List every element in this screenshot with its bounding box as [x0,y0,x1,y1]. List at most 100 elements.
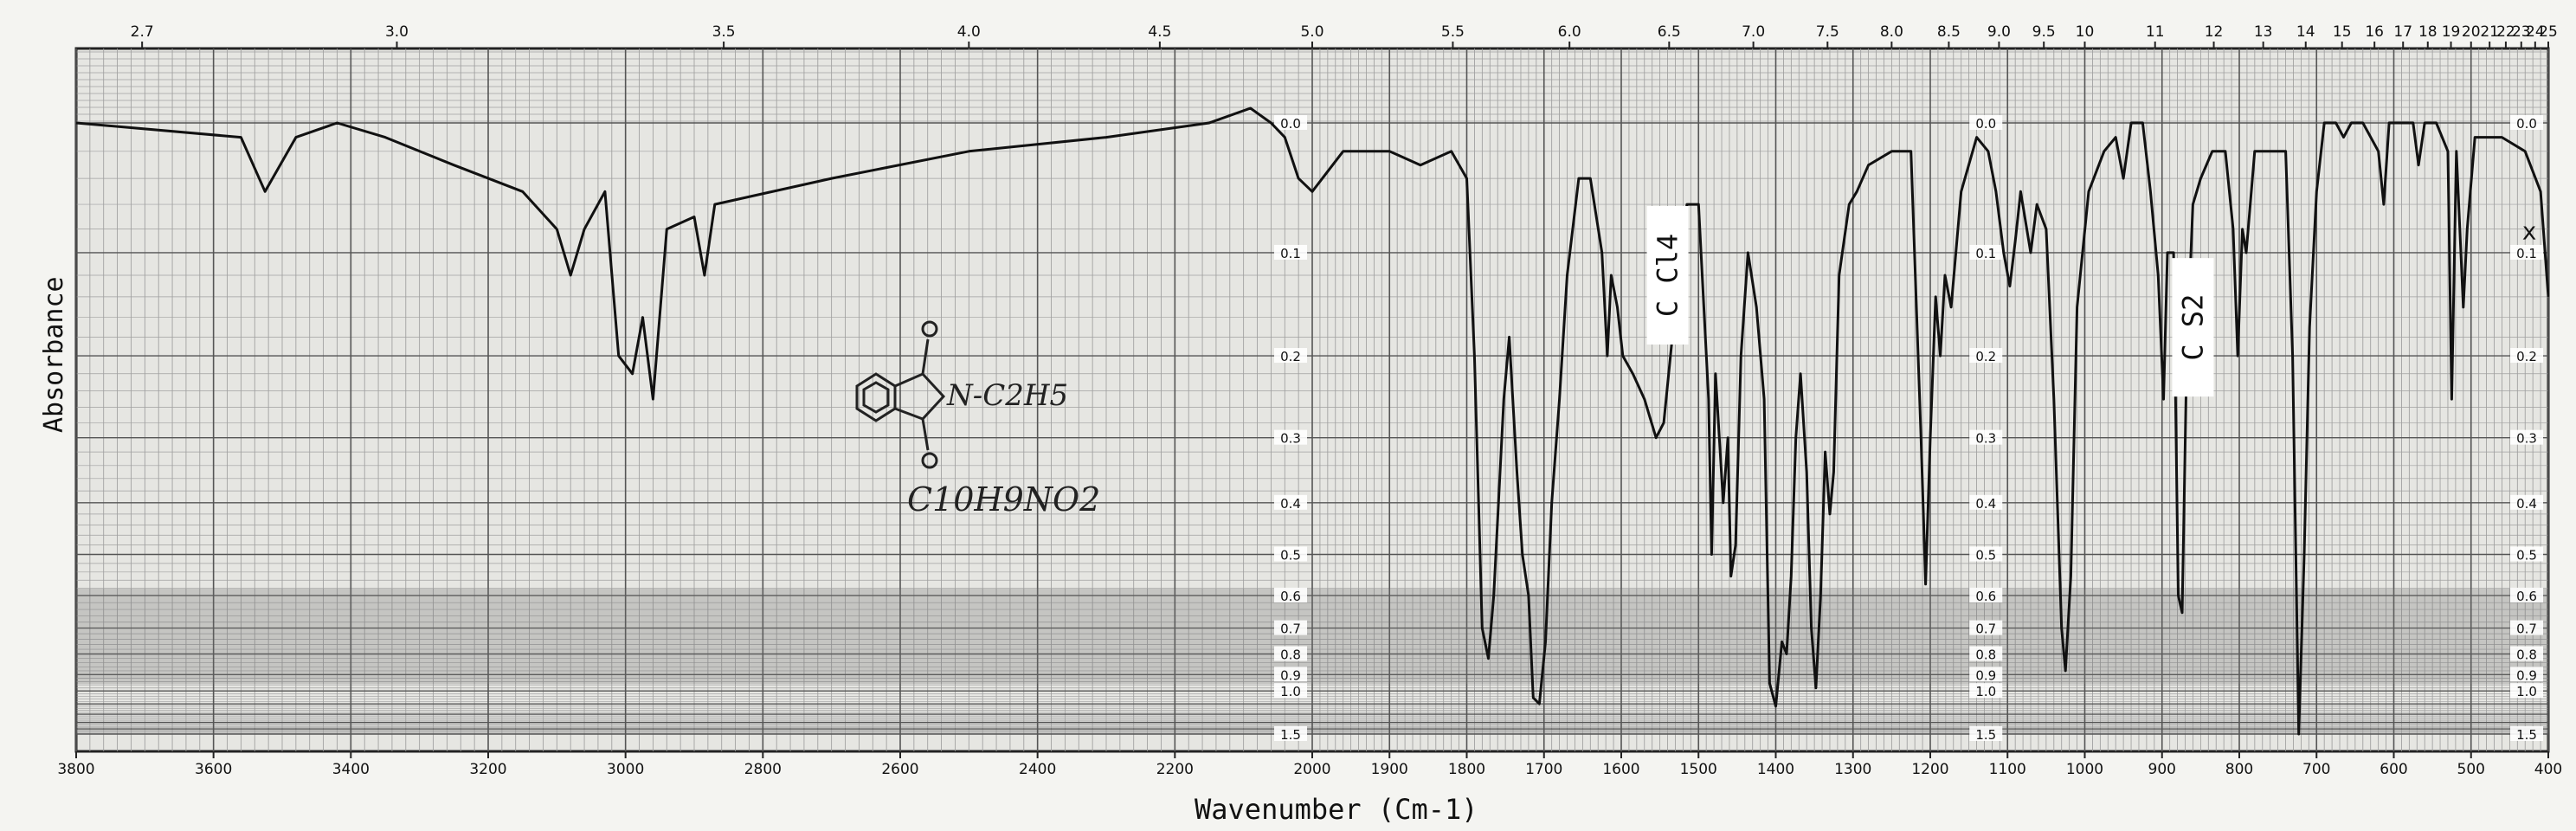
grid-major [75,48,2549,751]
y-tick-label: 1.0 [1280,684,1301,699]
y-tick-label: 0.6 [1280,589,1301,604]
top-tick-label: 13 [2254,23,2273,41]
x-axis-label: Wavenumber (Cm-1) [1195,793,1478,826]
y-axis-label: Absorbance [39,276,69,433]
x-tick-label: 1900 [1371,761,1408,778]
formula-label: C10H9NO2 [907,480,1100,519]
x-tick-label: 1200 [1911,761,1948,778]
y-tick-label: 0.8 [1975,647,1996,663]
y-tick-label: 0.4 [1280,496,1301,512]
y-tick-label: 0.5 [1280,548,1301,564]
top-tick-label: 6.0 [1558,23,1581,41]
y-tick-label-bg [1969,494,2003,510]
series-group [75,106,2550,736]
y-tick-label: 0.3 [2516,431,2537,447]
x-tick-label: 1100 [1989,761,2026,778]
top-tick-label: 20 [2462,23,2481,41]
y-tick-label: 0.4 [1975,496,1996,512]
top-tick-label: 25 [2539,23,2558,41]
y-tick-label-bg [1969,646,2003,661]
y-tick-label-bg [1274,348,1307,364]
top-tick-label: 12 [2205,23,2224,41]
x-tick-label: 2200 [1156,761,1194,778]
y-tick-label: 0.9 [1280,667,1301,683]
y-tick-label-bg [1274,115,1307,130]
top-tick-label: 4.5 [1148,23,1171,41]
y-tick-label: 0.3 [1280,431,1301,447]
y-tick-label: 0.9 [2516,667,2537,683]
x-tick-label: 400 [2534,761,2562,778]
top-tick-label: 23 [2512,23,2531,41]
y-tick-label: 0.7 [2516,622,2537,637]
x-tick-label: 3200 [469,761,506,778]
y-tick-label-bg [1274,244,1307,260]
y-tick-label: 0.3 [1975,431,1996,447]
x-tick-label: 1000 [2066,761,2103,778]
y-tick-label-bg [2510,646,2543,661]
y-tick-label-bg [1969,115,2003,130]
y-tick-label: 1.5 [1975,727,1996,743]
y-tick-label: 0.5 [2516,548,2537,564]
annotation-box [2172,258,2214,397]
x-tick-label: 900 [2148,761,2176,778]
spectrum-trace [75,106,2550,736]
y-tick-label: 1.0 [1975,684,1996,699]
y-tick-label: 0.1 [1280,246,1301,261]
top-tick-label: 8.0 [1880,23,1903,41]
y-tick-label-bg [1969,244,2003,260]
x-tick-label: 2400 [1019,761,1056,778]
top-tick-label: 4.0 [957,23,981,41]
y-tick-label: 0.9 [1975,667,1996,683]
y-tick-label-bg [2510,494,2543,510]
y-tick-label-bg [2510,348,2543,364]
top-tick-label: 7.0 [1742,23,1765,41]
y-tick-label: 0.2 [2516,349,2537,364]
x-tick-label: 3800 [57,761,94,778]
y-tick-label-bg [1274,587,1307,602]
y-tick-label-bg [1969,546,2003,562]
top-tick-label: 6.5 [1658,23,1681,41]
y-tick-label-bg [2510,429,2543,445]
y-tick-label: 0.2 [1280,349,1301,364]
top-tick-label: 10 [2076,23,2095,41]
y-tick-label-bg [1969,587,2003,602]
top-tick-label: 18 [2418,23,2438,41]
y-tick-label-bg [1969,726,2003,741]
y-tick-label: 0.0 [2516,116,2537,132]
y-tick-label: 1.5 [2516,727,2537,743]
top-tick-label: 14 [2296,23,2315,41]
x-tick-label: 1800 [1448,761,1485,778]
y-tick-label-bg [1969,429,2003,445]
substituent-label: N-C2H5 [946,378,1068,413]
y-tick-label: 0.1 [1975,246,1996,261]
y-tick-label: 0.7 [1280,622,1301,637]
y-tick-label-bg [2510,546,2543,562]
y-tick-label: 0.0 [1280,116,1301,132]
y-tick-label: 0.8 [1280,647,1301,663]
y-tick-label: 0.8 [2516,647,2537,663]
y-tick-label-bg [1274,726,1307,741]
y-tick-label-bg [2510,115,2543,130]
x-tick-label: 800 [2225,761,2253,778]
x-tick-label: 1400 [1757,761,1794,778]
y-tick-label: 0.6 [1975,589,1996,604]
y-tick-label-bg [1274,646,1307,661]
y-tick-label-bg [1969,348,2003,364]
y-tick-label-bg [1274,429,1307,445]
y-tick-label-bg [1969,620,2003,635]
annotation-label: C S2 [2176,294,2209,361]
top-tick-label: 21 [2480,23,2499,41]
top-tick-label: 11 [2146,23,2165,41]
y-tick-label-bg [1969,683,2003,699]
molecule-structure [855,320,946,469]
y-tick-label: 0.4 [2516,496,2537,512]
y-tick-label-bg [1274,667,1307,682]
y-tick-label-bg [1274,620,1307,635]
top-tick-label: 3.0 [385,23,409,41]
axis-ticks: 3800 3600 3400 3200 3000 2800 2600 2400 2200 2000… [57,23,2562,778]
top-tick-label: 2.7 [131,23,154,41]
y-tick-label-bg [1274,494,1307,510]
y-tick-label: 0.0 [1975,116,1996,132]
annotation-box [1646,206,1689,345]
